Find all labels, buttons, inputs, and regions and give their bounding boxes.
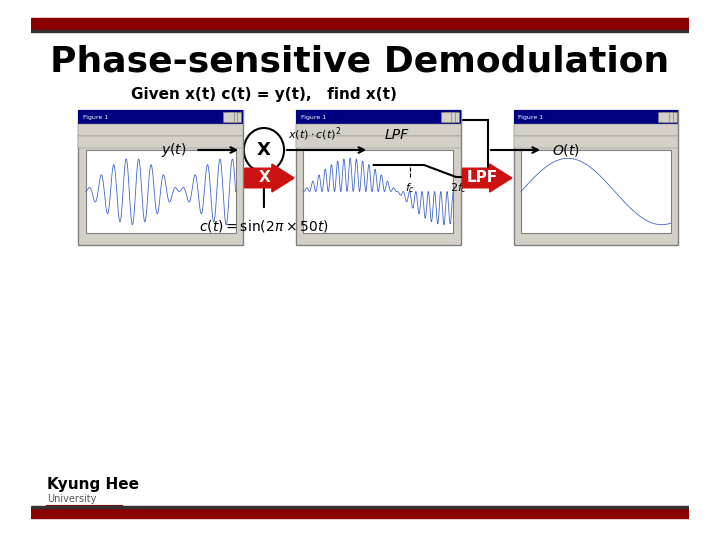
Bar [226,112,238,122]
Text: $c(t) = \sin(2\pi \times 50t)$: $c(t) = \sin(2\pi \times 50t)$ [199,218,329,234]
Bar [296,110,461,124]
Text: LPF: LPF [467,171,498,186]
Text: $2f_c$: $2f_c$ [450,181,467,195]
Text: $O(t)$: $O(t)$ [552,142,580,158]
Bar [296,124,461,136]
Bar [513,124,678,136]
Text: Figure 1: Figure 1 [300,114,325,119]
Bar [78,110,243,245]
Bar [303,150,454,233]
Bar [513,136,678,148]
Bar [513,110,678,124]
Bar [448,112,459,122]
Text: University: University [47,494,96,504]
Bar [230,112,241,122]
Bar [658,112,670,122]
Polygon shape [245,164,294,192]
Text: Figure 1: Figure 1 [83,114,108,119]
Text: Phase-sensitive Demodulation: Phase-sensitive Demodulation [50,45,670,79]
Text: X: X [259,171,271,186]
Bar [369,120,488,180]
Bar [296,110,461,245]
Text: $x(t)\cdot c(t)^2$: $x(t)\cdot c(t)^2$ [288,125,341,143]
Text: X: X [257,141,271,159]
Bar [444,112,455,122]
Bar [222,112,234,122]
Text: Given x(t) c(t) = y(t),   find x(t): Given x(t) c(t) = y(t), find x(t) [131,87,397,103]
Bar [31,506,689,508]
Bar [665,112,677,122]
Bar [31,30,689,32]
Bar [78,110,243,124]
Bar [31,508,689,518]
Text: Figure 1: Figure 1 [518,114,544,119]
Bar [441,112,451,122]
Polygon shape [462,164,512,192]
Bar [296,136,461,148]
Bar [513,110,678,245]
Bar [78,124,243,136]
Text: LPF: LPF [384,128,409,142]
Text: $y(t)$: $y(t)$ [161,141,186,159]
Bar [86,150,235,233]
Bar [78,136,243,148]
Text: Kyung Hee: Kyung Hee [47,477,139,492]
Bar [662,112,673,122]
Bar [521,150,671,233]
Bar [31,18,689,30]
Text: $f_c$: $f_c$ [405,181,415,195]
